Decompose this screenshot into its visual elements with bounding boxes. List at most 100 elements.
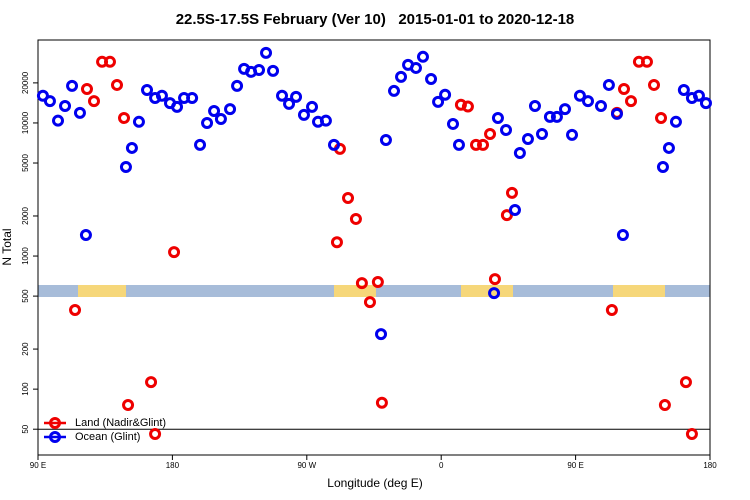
point	[73, 106, 86, 119]
y-tick-label: 2000	[21, 207, 30, 225]
point	[355, 277, 368, 290]
point	[566, 128, 579, 141]
y-tick-label: 1000	[21, 247, 30, 265]
point	[201, 116, 214, 129]
point	[692, 89, 705, 102]
point	[594, 100, 607, 113]
point	[119, 160, 132, 173]
point	[699, 97, 712, 110]
point	[155, 89, 168, 102]
point	[79, 228, 92, 241]
legend-marker	[49, 417, 61, 429]
point	[616, 228, 629, 241]
point	[371, 276, 384, 289]
land-patch	[334, 285, 376, 297]
point	[59, 100, 72, 113]
point	[141, 83, 154, 96]
point	[194, 138, 207, 151]
series-points	[36, 46, 712, 341]
point	[477, 138, 490, 151]
point	[550, 110, 563, 123]
point	[283, 97, 296, 110]
point	[208, 104, 221, 117]
x-tick-label: 180	[166, 461, 180, 470]
y-tick-label: 10000	[21, 111, 30, 134]
point	[171, 100, 184, 113]
point	[186, 91, 199, 104]
point	[253, 63, 266, 76]
point	[543, 110, 556, 123]
plot-frame	[37, 39, 711, 456]
point	[469, 138, 482, 151]
point	[454, 98, 467, 111]
point	[617, 82, 630, 95]
point	[319, 114, 332, 127]
point	[52, 114, 65, 127]
point	[66, 79, 79, 92]
point	[395, 70, 408, 83]
point	[452, 138, 465, 151]
legend-label: Land (Nadir&Glint)	[75, 417, 166, 429]
point	[679, 376, 692, 389]
point	[610, 107, 623, 120]
y-tick-label: 50	[21, 424, 30, 433]
point	[662, 141, 675, 154]
point	[260, 46, 273, 59]
chart-title: 22.5S-17.5S February (Ver 10) 2015-01-01…	[176, 11, 575, 28]
land-patch	[461, 285, 513, 297]
point	[103, 55, 116, 68]
point	[640, 55, 653, 68]
point	[677, 83, 690, 96]
point	[581, 95, 594, 108]
point	[500, 209, 513, 222]
x-tick-label: 90 E	[30, 461, 46, 470]
y-tick-label: 500	[21, 289, 30, 303]
point	[425, 72, 438, 85]
land-patch	[613, 285, 665, 297]
point	[658, 399, 671, 412]
point	[602, 78, 615, 91]
point	[446, 117, 459, 130]
point	[500, 123, 513, 136]
point	[505, 186, 518, 199]
x-tick-label: 0	[439, 461, 444, 470]
point	[521, 132, 534, 145]
legend-label: Ocean (Glint)	[75, 431, 140, 443]
point	[605, 304, 618, 317]
point	[379, 133, 392, 146]
x-tick-label: 180	[703, 461, 717, 470]
point	[88, 95, 100, 108]
point	[149, 428, 162, 441]
point	[685, 428, 698, 441]
point	[145, 376, 158, 389]
x-tick-label: 90 W	[297, 461, 316, 470]
point	[655, 111, 668, 124]
point	[432, 95, 445, 108]
y-tick-label: 200	[21, 342, 30, 356]
point	[297, 108, 310, 121]
land-patch	[78, 285, 126, 297]
point	[491, 111, 504, 124]
point	[388, 84, 401, 97]
point	[536, 128, 548, 141]
x-tick-label: 90 E	[567, 461, 583, 470]
point	[327, 138, 340, 151]
point	[118, 111, 131, 124]
point	[375, 328, 388, 341]
point	[573, 89, 586, 102]
y-tick-label: 5000	[21, 154, 30, 172]
point	[439, 88, 452, 101]
point	[669, 115, 682, 128]
point	[122, 399, 135, 412]
legend-marker	[49, 431, 61, 443]
point	[342, 191, 355, 204]
point	[461, 100, 474, 113]
series-points	[69, 55, 698, 441]
point	[267, 64, 280, 77]
point	[168, 246, 181, 259]
legend: Land (Nadir&Glint) Ocean (Glint)	[44, 417, 166, 443]
point	[231, 79, 244, 92]
point	[625, 95, 638, 108]
point	[558, 103, 571, 116]
